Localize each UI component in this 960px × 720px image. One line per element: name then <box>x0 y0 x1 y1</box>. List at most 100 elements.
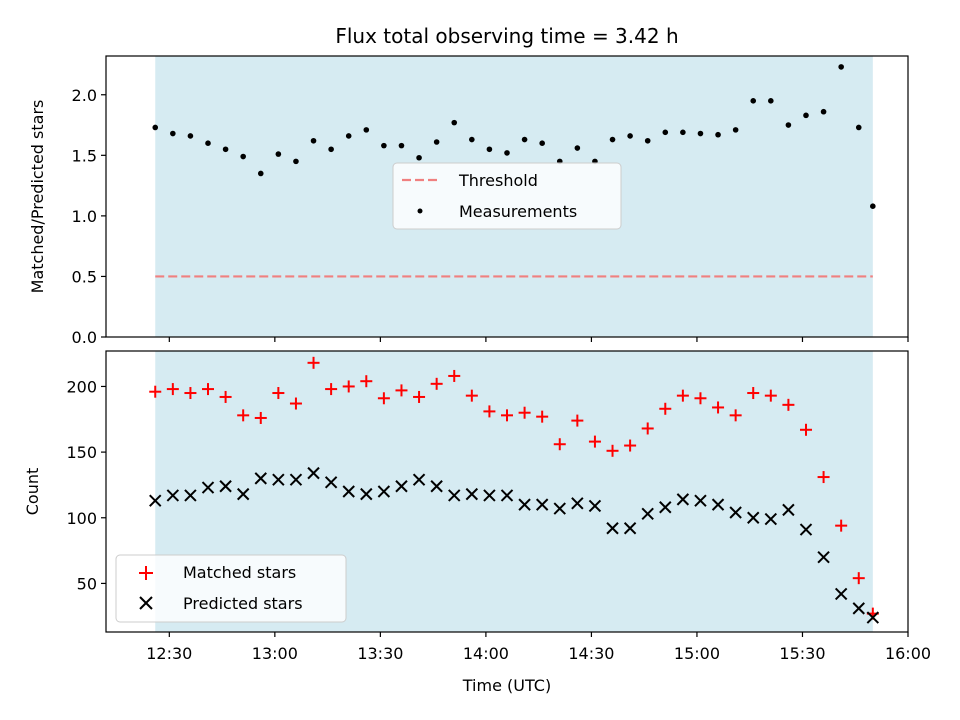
matched-star-point <box>764 389 777 402</box>
matched-star-point <box>852 572 865 585</box>
matched-star-point <box>430 377 443 390</box>
predicted-star-point <box>553 502 566 515</box>
measurement-point <box>486 146 493 153</box>
predicted-star-point <box>852 602 865 615</box>
predicted-star-point <box>866 611 880 624</box>
measurement-point <box>609 136 616 143</box>
measurement-point <box>750 98 757 104</box>
predicted-star-point <box>430 480 443 493</box>
ratio-ytick-label: 1.0 <box>72 207 97 226</box>
matched-star-point <box>149 385 162 398</box>
predicted-star-point <box>184 489 197 502</box>
predicted-star-point <box>518 498 531 511</box>
matched-star-point <box>676 389 689 402</box>
matched-star-point <box>571 414 584 427</box>
predicted-star-point <box>711 498 725 511</box>
measurement-point <box>328 146 334 153</box>
legend-threshold-label: Threshold <box>458 171 538 190</box>
x-tick-label: 13:00 <box>252 644 298 663</box>
predicted-star-point <box>764 512 778 526</box>
predicted-star-point <box>799 523 813 536</box>
predicted-star-point <box>236 487 250 501</box>
ratio-ytick-label: 0.5 <box>72 267 97 286</box>
predicted-star-point <box>272 473 285 486</box>
measurement-point <box>363 127 370 133</box>
predicted-star-point <box>219 480 232 493</box>
legend-matched-label: Matched stars <box>183 563 296 582</box>
measurement-point <box>398 142 405 149</box>
legend-measurements-swatch <box>417 208 423 214</box>
x-tick-label: 14:00 <box>463 644 509 663</box>
x-tick-label: 16:00 <box>885 644 931 663</box>
matched-star-point <box>395 384 408 397</box>
x-axis-label: Time (UTC) <box>462 676 551 695</box>
matched-star-point <box>659 402 672 415</box>
ratio-panel-frame <box>105 55 909 338</box>
matched-star-point <box>747 387 760 400</box>
measurement-point <box>310 137 317 144</box>
measurement-point <box>715 131 721 138</box>
matched-star-point <box>272 387 285 400</box>
predicted-star-point <box>817 550 830 564</box>
predicted-star-point <box>500 489 514 502</box>
matched-star-point <box>325 383 338 396</box>
ratio-panel: 0.00.51.01.52.0 Matched/Predicted stars … <box>28 55 909 347</box>
legend-predicted-swatch <box>139 596 153 610</box>
predicted-star-point <box>342 485 355 498</box>
predicted-star-point <box>588 499 602 513</box>
measurement-point <box>152 124 159 131</box>
predicted-star-point <box>641 507 654 521</box>
ratio-legend: Threshold Measurements <box>392 162 622 230</box>
predicted-star-point <box>729 506 742 519</box>
measurement-point <box>768 98 774 104</box>
measurement-point <box>275 151 282 157</box>
x-tick-label: 13:30 <box>357 644 403 663</box>
predicted-star-point <box>307 466 320 480</box>
predicted-star-point <box>483 489 496 502</box>
matched-star-point <box>237 409 250 422</box>
measurement-point <box>627 133 633 139</box>
measurement-point <box>222 146 229 153</box>
measurement-point <box>539 140 545 147</box>
measurement-point <box>644 137 651 144</box>
count-ytick-label: 100 <box>66 509 97 528</box>
measurement-point <box>504 150 510 156</box>
measurement-point <box>870 203 876 209</box>
measurement-point <box>732 127 739 133</box>
matched-star-point <box>553 438 566 451</box>
count-ytick-label: 50 <box>77 574 97 593</box>
matched-star-point <box>835 519 848 532</box>
matched-star-point <box>694 392 707 405</box>
matched-star-point <box>518 406 531 419</box>
matched-star-point <box>342 380 355 393</box>
matched-star-point <box>588 435 601 448</box>
legend-predicted-label: Predicted stars <box>183 594 303 613</box>
measurement-point <box>820 108 827 115</box>
ratio-y-axis-label: Matched/Predicted stars <box>28 100 47 294</box>
predicted-star-point <box>571 497 584 510</box>
predicted-star-point <box>623 522 637 535</box>
matched-star-point <box>712 401 725 414</box>
ratio-ytick-label: 0.0 <box>72 328 97 347</box>
matched-star-point <box>184 387 197 400</box>
predicted-star-point <box>676 493 690 506</box>
matched-star-point <box>606 444 619 457</box>
predicted-star-point <box>149 494 162 507</box>
measurement-point <box>416 154 422 161</box>
matched-star-point <box>166 383 179 396</box>
predicted-star-point <box>448 489 461 502</box>
matched-star-point <box>219 390 232 403</box>
measurement-point <box>187 133 194 139</box>
chart-title: Flux total observing time = 3.42 h <box>335 24 678 48</box>
measurement-point <box>697 130 704 137</box>
predicted-star-point <box>289 473 303 486</box>
measurement-point <box>838 64 844 70</box>
matched-star-point <box>501 409 513 422</box>
matched-star-point <box>729 409 742 422</box>
x-tick-label: 15:00 <box>674 644 720 663</box>
matched-star-point <box>413 390 426 403</box>
x-tick-label: 12:30 <box>146 644 192 663</box>
predicted-star-point <box>324 476 338 489</box>
x-tick-label: 15:30 <box>779 644 825 663</box>
predicted-star-point <box>201 481 215 494</box>
